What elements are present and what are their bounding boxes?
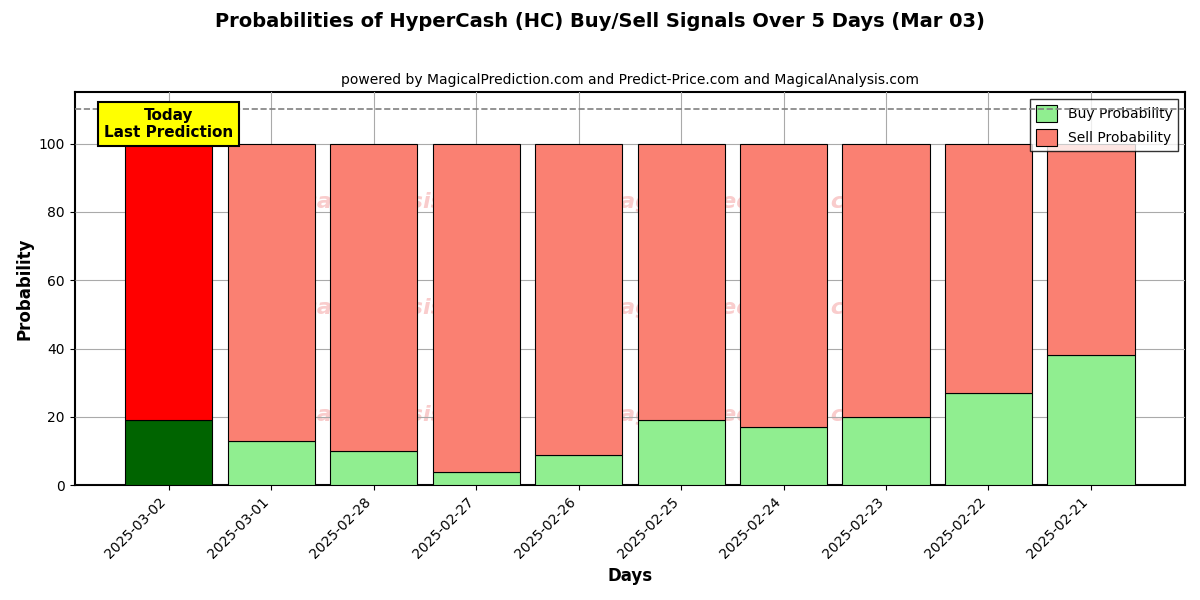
Text: MagicalAnalysis.com: MagicalAnalysis.com — [244, 298, 505, 319]
Title: powered by MagicalPrediction.com and Predict-Price.com and MagicalAnalysis.com: powered by MagicalPrediction.com and Pre… — [341, 73, 919, 87]
Y-axis label: Probability: Probability — [16, 238, 34, 340]
Bar — [535, 143, 622, 455]
Bar — [1048, 143, 1134, 355]
Bar — [228, 143, 314, 441]
Text: MagicalPrediction.com: MagicalPrediction.com — [599, 298, 883, 319]
Bar — [432, 472, 520, 485]
Bar — [637, 421, 725, 485]
Bar — [228, 441, 314, 485]
Bar — [740, 427, 827, 485]
Bar — [740, 143, 827, 427]
Bar — [637, 143, 725, 421]
Text: MagicalPrediction.com: MagicalPrediction.com — [599, 193, 883, 212]
Bar — [842, 143, 930, 417]
X-axis label: Days: Days — [607, 567, 653, 585]
Legend: Buy Probability, Sell Probability: Buy Probability, Sell Probability — [1030, 99, 1178, 151]
Text: MagicalAnalysis.com: MagicalAnalysis.com — [244, 193, 505, 212]
Bar — [125, 143, 212, 421]
Bar — [842, 417, 930, 485]
Bar — [944, 393, 1032, 485]
Bar — [944, 143, 1032, 393]
Text: Probabilities of HyperCash (HC) Buy/Sell Signals Over 5 Days (Mar 03): Probabilities of HyperCash (HC) Buy/Sell… — [215, 12, 985, 31]
Bar — [1048, 355, 1134, 485]
Bar — [330, 451, 418, 485]
Text: Today
Last Prediction: Today Last Prediction — [104, 108, 233, 140]
Bar — [125, 421, 212, 485]
Bar — [535, 455, 622, 485]
Text: MagicalAnalysis.com: MagicalAnalysis.com — [244, 404, 505, 425]
Bar — [330, 143, 418, 451]
Text: MagicalPrediction.com: MagicalPrediction.com — [599, 404, 883, 425]
Bar — [432, 143, 520, 472]
